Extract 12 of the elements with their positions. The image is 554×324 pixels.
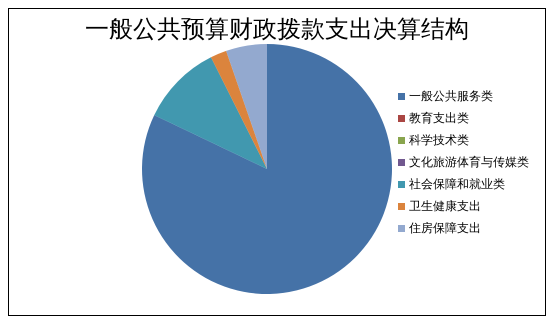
pie-slice: [226, 44, 267, 169]
legend-label: 住房保障支出: [409, 221, 481, 235]
chart-title: 一般公共预算财政拨款支出决算结构: [84, 14, 470, 45]
legend-label: 科学技术类: [409, 133, 469, 147]
legend-label: 文化旅游体育与传媒类: [409, 155, 529, 169]
pie-slice: [210, 50, 267, 169]
pie-slice: [154, 57, 267, 169]
legend-label: 一般公共服务类: [409, 89, 493, 103]
legend-label: 卫生健康支出: [409, 199, 481, 213]
pie-slice: [142, 44, 392, 294]
legend-label: 教育支出类: [409, 111, 469, 125]
legend-label: 社会保障和就业类: [409, 177, 505, 191]
